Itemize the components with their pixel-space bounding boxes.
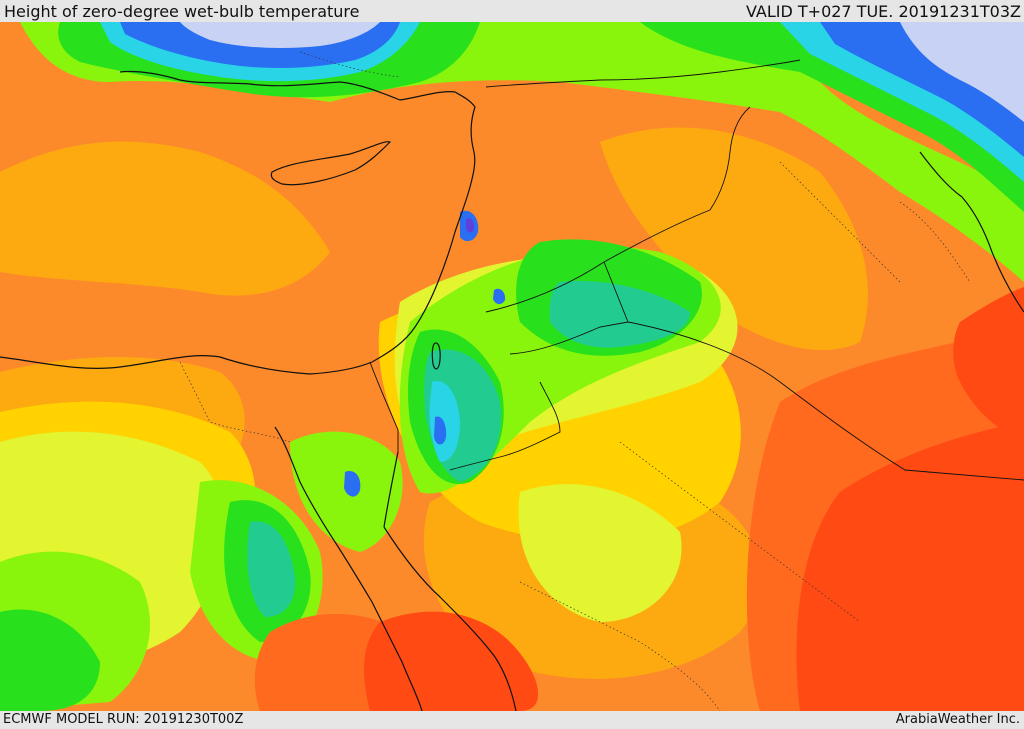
border-jordan-saudi-east (449, 381, 561, 471)
border-turkey-syria (485, 59, 801, 88)
model-run-label: ECMWF MODEL RUN: 20191230T00Z (3, 712, 244, 727)
coastline-cyprus (270, 141, 392, 186)
map-title: Height of zero-degree wet-bulb temperatu… (4, 2, 360, 21)
coastlines (0, 70, 1024, 711)
footer-bar: ECMWF MODEL RUN: 20191230T00Z ArabiaWeat… (0, 711, 1024, 729)
valid-time: VALID T+027 TUE. 20191231T03Z (745, 2, 1021, 21)
province-borders (179, 51, 971, 711)
province-border-iran (899, 201, 971, 283)
weather-map (0, 22, 1024, 711)
zone-blue-jordan-spot (493, 288, 506, 305)
country-borders (369, 59, 1024, 481)
zone-green-west (0, 609, 100, 711)
zone-blue-sinai-spot (344, 471, 361, 497)
zone-lavender-north (180, 22, 380, 48)
border-egypt-sudan-west (369, 361, 399, 452)
zone-lavender-northeast (900, 22, 1024, 122)
coastline-turkey-south (119, 70, 476, 153)
coastline-red-sea-gulf-suez (274, 426, 423, 711)
zone-dark-red-south (364, 611, 539, 711)
credit-label: ArabiaWeather Inc. (895, 712, 1020, 727)
header-bar: Height of zero-degree wet-bulb temperatu… (0, 0, 1024, 22)
zone-yellow-green-south (518, 484, 682, 622)
zone-blue-rift-spot (434, 416, 447, 445)
border-iraq-saudi (603, 261, 1024, 481)
zone-dark-red-east (796, 422, 1024, 711)
border-syria-iraq (709, 106, 751, 211)
coastline-persian-gulf (919, 151, 1024, 313)
zone-light-orange-east (600, 127, 868, 351)
province-border-egypt (179, 361, 291, 443)
province-border-iraq (779, 161, 901, 283)
zone-light-orange-west (0, 141, 330, 296)
zone-dark-red-east-coast (953, 287, 1024, 442)
coastline-dead-sea (431, 342, 441, 370)
coastline-gulf-aqaba (383, 451, 399, 528)
zone-teal-saudi (549, 281, 690, 348)
border-jordan-saudi-south (509, 321, 629, 355)
coastline-mediterranean (0, 151, 476, 375)
coastline-arabia-west (383, 526, 517, 711)
zone-purple-lebanon (466, 218, 475, 233)
zone-teal-egypt (247, 521, 296, 617)
province-border-turkey (299, 51, 401, 78)
